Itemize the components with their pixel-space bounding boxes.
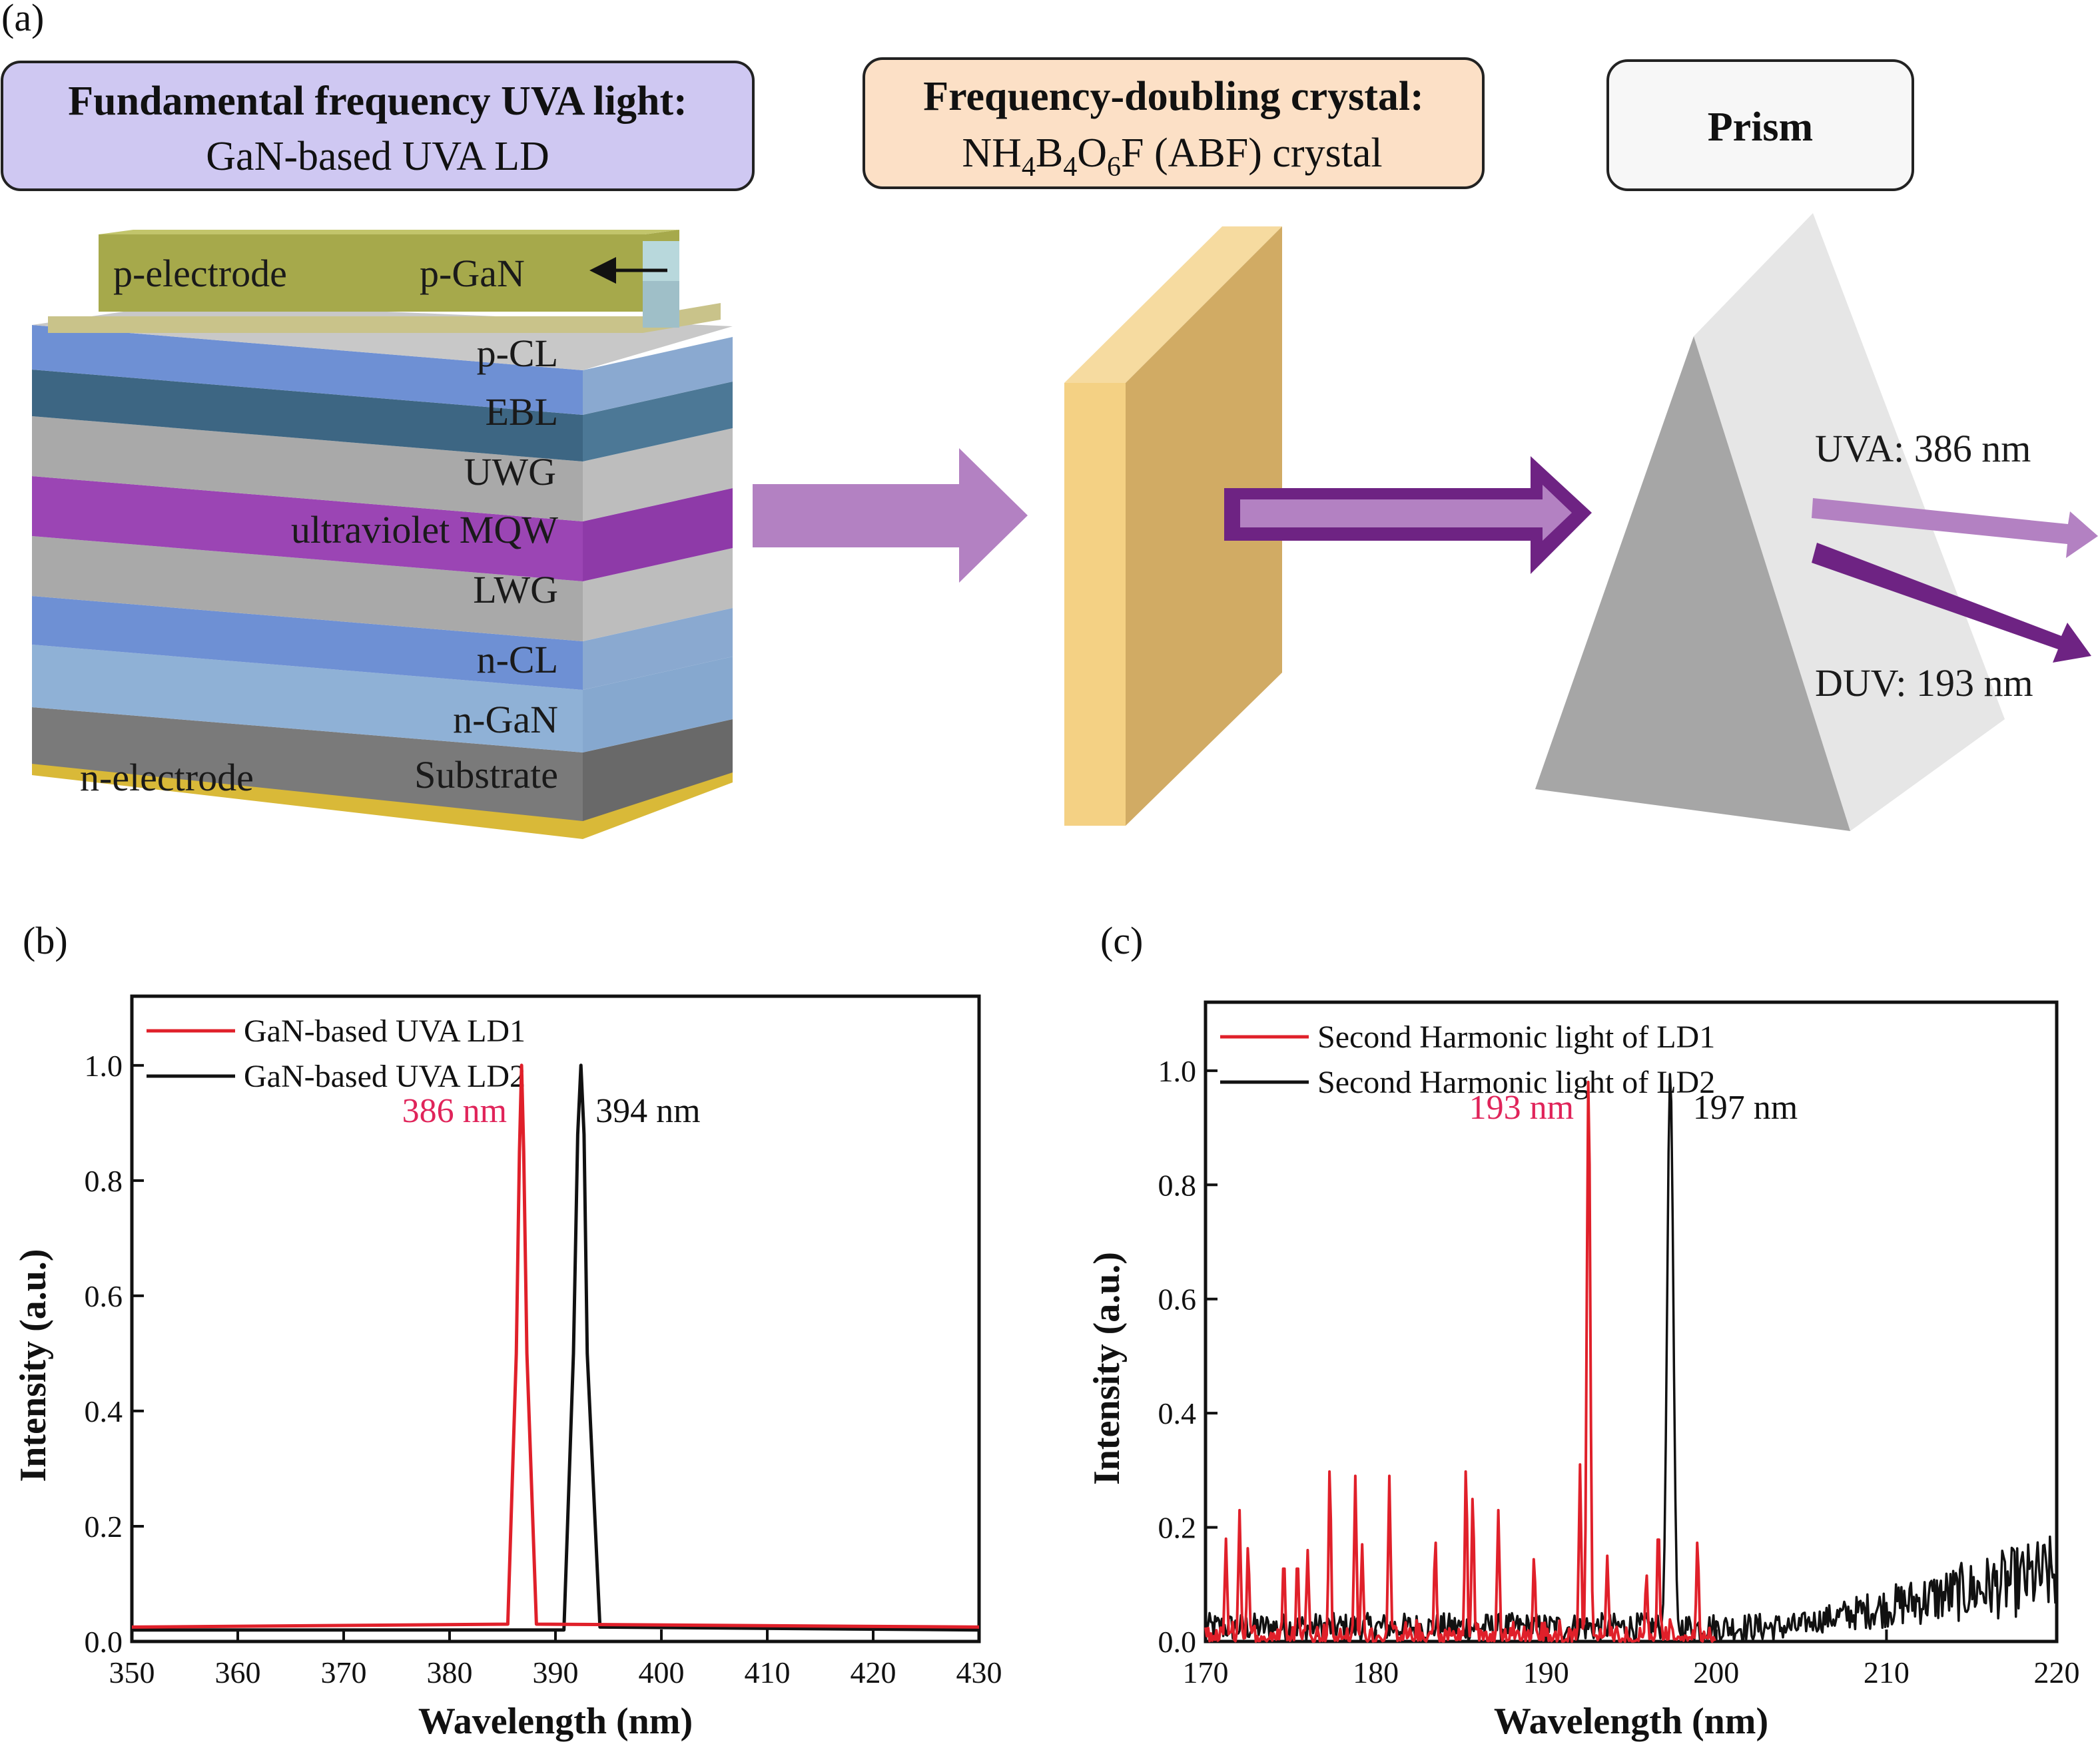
- crystal-box-title: Frequency-doubling crystal:: [923, 74, 1423, 119]
- layer-n-gan: [32, 645, 733, 752]
- layer-p-electrode: [48, 230, 721, 333]
- label-mqw: ultraviolet MQW: [291, 508, 558, 551]
- y-tick-label: 0.6: [1158, 1283, 1197, 1317]
- panel-label-b: (b): [23, 919, 68, 962]
- output-beam-duv: [1812, 543, 2091, 663]
- y-tick-label: 0.6: [85, 1279, 123, 1313]
- y-tick-label: 0.2: [85, 1510, 123, 1544]
- peak-label-ld1: 193 nm: [1469, 1089, 1574, 1127]
- label-ebl: EBL: [485, 390, 558, 434]
- x-tick-label: 180: [1353, 1655, 1399, 1689]
- x-tick-label: 210: [1864, 1655, 1910, 1689]
- crystal-title-box: Frequency-doubling crystal: NH4B4O6F (AB…: [863, 57, 1485, 189]
- x-tick-label: 170: [1183, 1655, 1229, 1689]
- peak-label-ld2: 197 nm: [1693, 1089, 1798, 1127]
- ld-box-title: Fundamental frequency UVA light:: [68, 79, 687, 124]
- laser-diode-stack: p-electrode p-GaN p-CL EBL UWG ultraviol…: [32, 230, 733, 839]
- layer-lwg: [32, 536, 733, 641]
- y-tick-label: 0.0: [85, 1625, 123, 1659]
- ld-box-subtitle: GaN-based UVA LD: [206, 134, 549, 179]
- panel-label-a: (a): [1, 0, 44, 39]
- x-tick-label: 380: [427, 1655, 473, 1689]
- y-tick-label: 0.8: [1158, 1168, 1197, 1202]
- y-tick-label: 0.8: [85, 1164, 123, 1198]
- layer-p-cl: [32, 325, 733, 415]
- prism-box-title: Prism: [1708, 105, 1813, 150]
- series-line-1: [1204, 1080, 1716, 1643]
- y-tick-label: 0.4: [1158, 1396, 1197, 1430]
- output-beam-uva: [1812, 498, 2098, 558]
- layer-uwg: [32, 416, 733, 521]
- label-n-electrode: n-electrode: [80, 756, 254, 799]
- label-n-cl: n-CL: [477, 638, 558, 681]
- label-output-duv: DUV: 193 nm: [1815, 661, 2033, 705]
- x-tick-label: 420: [851, 1655, 896, 1689]
- label-n-gan: n-GaN: [453, 698, 558, 741]
- y-axis-label: Intensity (a.u.): [13, 1249, 54, 1482]
- x-tick-label: 190: [1523, 1655, 1569, 1689]
- y-axis-label: Intensity (a.u.): [1086, 1252, 1128, 1485]
- label-p-gan: p-GaN: [420, 252, 525, 295]
- prism-title-box: Prism: [1606, 59, 1914, 191]
- x-axis-label: Wavelength (nm): [418, 1701, 693, 1742]
- y-tick-label: 0.4: [85, 1394, 123, 1428]
- x-tick-label: 360: [215, 1655, 261, 1689]
- chart-b: 350 360 370 380 390 400 410 420 430 0.0 0.2 0.4 0.6 0…: [13, 994, 1002, 1742]
- label-p-electrode: p-electrode: [113, 252, 287, 295]
- label-uwg: UWG: [464, 450, 556, 493]
- abf-crystal-plate: [1064, 226, 1282, 826]
- x-tick-label: 220: [2034, 1655, 2080, 1689]
- layer-ebl: [32, 370, 733, 461]
- label-p-cl: p-CL: [477, 332, 558, 375]
- x-tick-label: 370: [321, 1655, 367, 1689]
- chart-c: 170 180 190 200 210 220 0.0 0.2 0.4 0.6 0.8 1.0 Wave…: [1086, 1000, 2080, 1742]
- layer-n-cl: [32, 596, 733, 690]
- x-tick-label: 410: [745, 1655, 791, 1689]
- y-tick-label: 1.0: [1158, 1054, 1197, 1088]
- beam-arrow-mixed: [1224, 456, 1592, 574]
- label-output-uva: UVA: 386 nm: [1815, 427, 2031, 470]
- peak-label-ld2: 394 nm: [595, 1092, 700, 1130]
- prism: [1535, 213, 2005, 831]
- beam-arrow-fundamental: [753, 448, 1028, 583]
- x-tick-label: 350: [109, 1655, 155, 1689]
- x-tick-label: 390: [533, 1655, 579, 1689]
- x-tick-label: 430: [956, 1655, 1002, 1689]
- layer-p-gan-ridge: [643, 241, 679, 328]
- legend-label: Second Harmonic light of LD2: [1317, 1065, 1715, 1100]
- panel-label-c: (c): [1100, 919, 1143, 962]
- y-tick-label: 1.0: [85, 1049, 123, 1083]
- layer-mqw: [32, 476, 733, 581]
- peak-label-ld1: 386 nm: [402, 1092, 507, 1130]
- series-line-2: [132, 1063, 980, 1632]
- ld-title-box: Fundamental frequency UVA light: GaN-bas…: [1, 61, 755, 191]
- label-lwg: LWG: [473, 568, 558, 611]
- legend-label: GaN-based UVA LD1: [244, 1014, 525, 1049]
- label-substrate: Substrate: [414, 753, 558, 796]
- x-tick-label: 400: [639, 1655, 685, 1689]
- y-tick-label: 0.0: [1158, 1625, 1197, 1659]
- legend-label: GaN-based UVA LD2: [244, 1059, 525, 1094]
- x-tick-label: 200: [1693, 1655, 1739, 1689]
- layer-substrate: [32, 707, 733, 821]
- series-line-1: [131, 1063, 980, 1629]
- x-axis-label: Wavelength (nm): [1494, 1701, 1768, 1742]
- legend-label: Second Harmonic light of LD1: [1317, 1020, 1715, 1055]
- series-line-2: [1204, 1073, 2057, 1643]
- y-tick-label: 0.2: [1158, 1511, 1197, 1545]
